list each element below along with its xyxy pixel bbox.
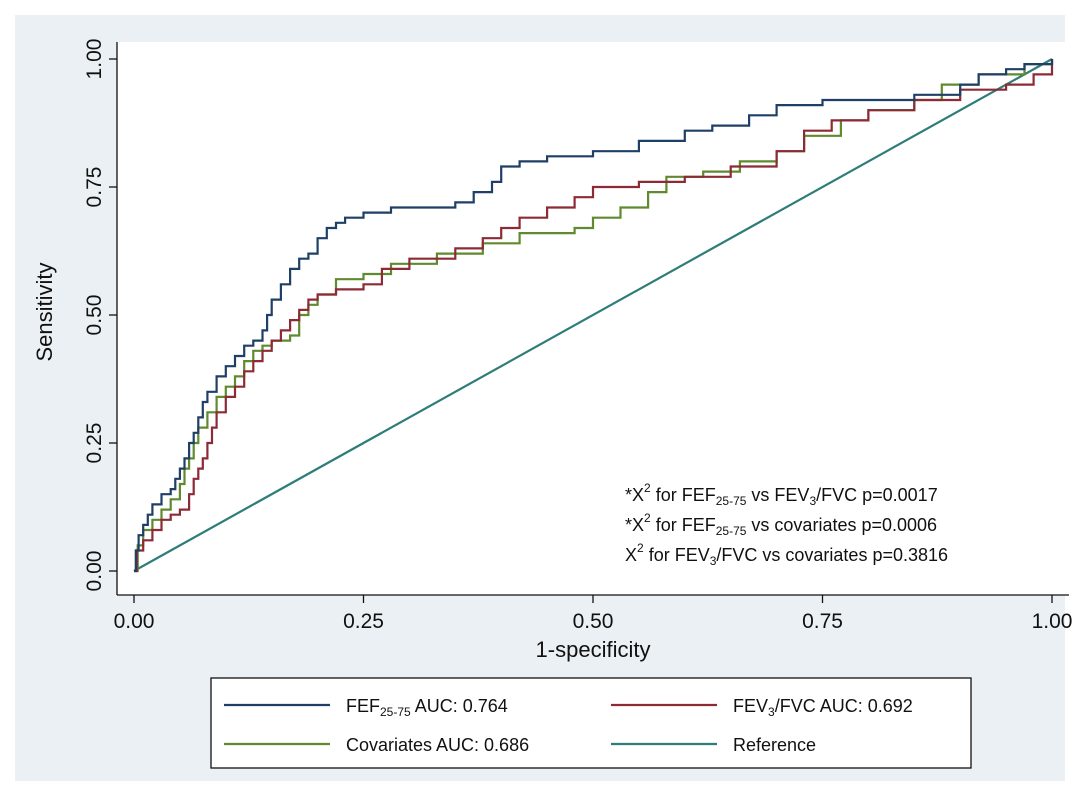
plot-layer — [133, 58, 1054, 573]
plot-area — [117, 42, 1069, 595]
y-tick-label: 0.50 — [83, 295, 106, 336]
axes: 0.00 0.25 0.50 0.75 1.00 0.00 0.25 0.50 0.75 1.00 — [83, 39, 1072, 633]
legend-label: FEV3/FVC AUC: 0.692 — [733, 696, 913, 719]
legend-box — [210, 677, 972, 769]
x-tick-label: 0.50 — [573, 610, 614, 633]
y-axis-title: Sensitivity — [32, 262, 57, 361]
y-tick-label: 0.00 — [83, 551, 106, 592]
legend: FEF25-75 AUC: 0.764 FEV3/FVC AUC: 0.692 Co… — [210, 677, 972, 769]
x-axis-title: 1-specificity — [536, 637, 651, 662]
legend-label: Covariates AUC: 0.686 — [346, 735, 529, 755]
y-tick-label: 0.75 — [83, 167, 106, 208]
y-tick-label: 1.00 — [83, 39, 106, 80]
x-tick-label: 0.75 — [802, 610, 843, 633]
annotation-line: X2 for FEV3/FVC vs covariates p=0.3816 — [625, 541, 948, 568]
legend-label: Reference — [733, 735, 816, 755]
legend-label: FEF25-75 AUC: 0.764 — [346, 696, 508, 719]
x-tick-label: 0.00 — [114, 610, 155, 633]
annotation-block: *X2 for FEF25-75 vs FEV3/FVC p=0.0017 *X2… — [625, 481, 948, 568]
annotation-line: *X2 for FEF25-75 vs covariates p=0.0006 — [625, 511, 937, 538]
series-line — [134, 59, 1054, 573]
y-tick-label: 0.25 — [83, 423, 106, 464]
x-tick-label: 0.25 — [343, 610, 384, 633]
legend-entries: FEF25-75 AUC: 0.764 FEV3/FVC AUC: 0.692 Co… — [224, 696, 913, 755]
series-line — [134, 59, 1054, 573]
annotation-line: *X2 for FEF25-75 vs FEV3/FVC p=0.0017 — [625, 481, 938, 508]
x-tick-label: 1.00 — [1032, 610, 1073, 633]
series-line — [133, 58, 1053, 572]
